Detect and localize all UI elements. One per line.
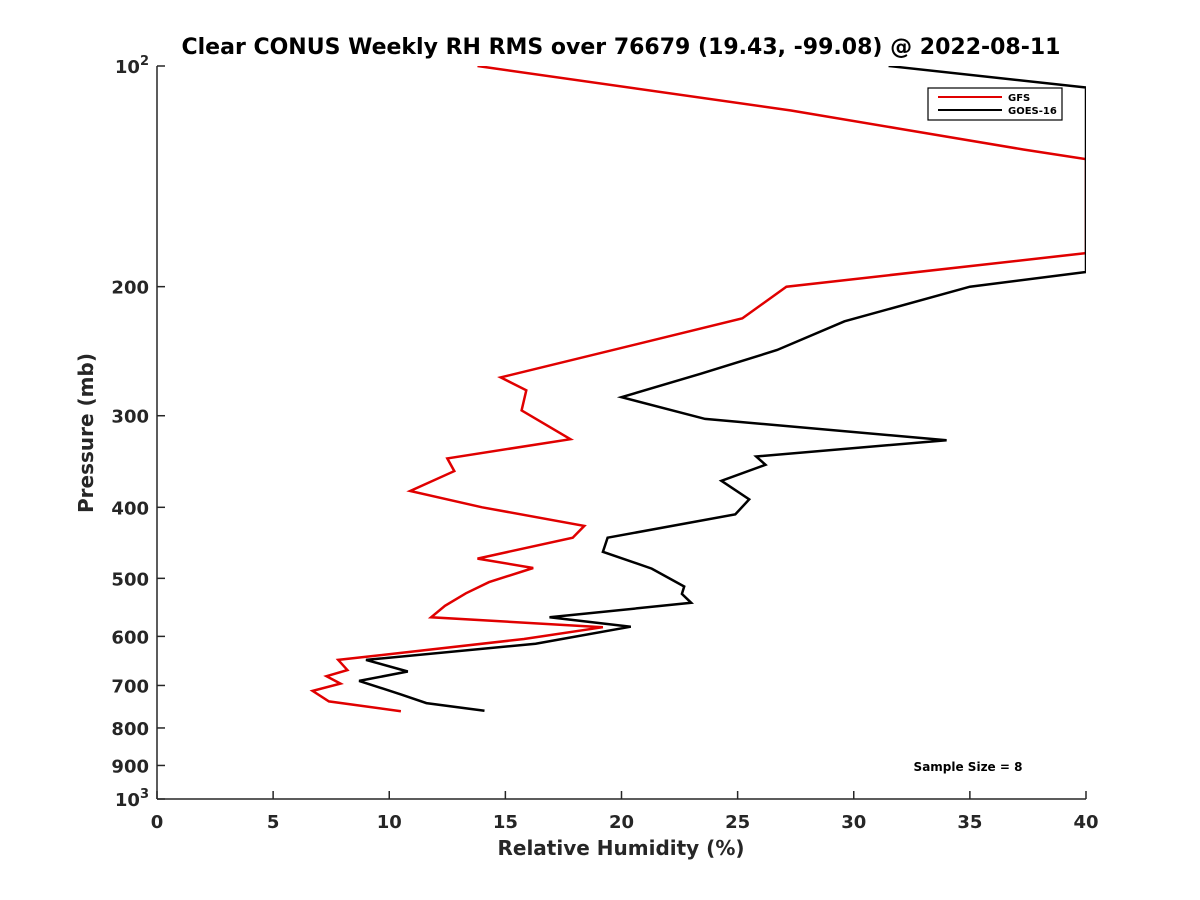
y-axis-label: Pressure (mb) [74,353,98,513]
y-tick-label: 900 [111,756,149,777]
y-tick-label: 102 [115,54,149,78]
y-tick-label: 300 [111,407,149,428]
x-tick-label: 0 [151,812,164,833]
y-tick-label: 500 [111,569,149,590]
x-tick-label: 35 [957,812,982,833]
y-tick-label: 700 [111,676,149,697]
y-tick-label: 800 [111,719,149,740]
y-tick-label: 400 [111,498,149,519]
x-tick-label: 25 [725,812,750,833]
chart-title: Clear CONUS Weekly RH RMS over 76679 (19… [182,35,1061,60]
legend-box [927,87,1063,121]
legend: GFS GOES-16 [927,87,1063,121]
y-axis-ticks: 102 200 300 400 500 600 700 800 900 103 [111,54,165,811]
x-axis-ticks: 0 5 10 15 20 25 30 35 40 [151,791,1099,833]
x-tick-label: 40 [1073,812,1098,833]
x-tick-label: 30 [841,812,866,833]
series-layer [309,66,1086,713]
y-tick-label: 600 [111,627,149,648]
legend-label-goes16: GOES-16 [1008,106,1057,117]
series-line-goes16 [358,66,1086,713]
x-tick-label: 20 [609,812,634,833]
y-tick-label: 200 [111,278,149,299]
plot-area [157,66,1086,799]
y-tick-label: 103 [115,787,149,811]
series-line-gfs [309,66,1086,713]
x-axis-label: Relative Humidity (%) [497,836,744,860]
x-tick-label: 15 [493,812,518,833]
sample-size-annotation: Sample Size = 8 [914,760,1023,774]
x-tick-label: 5 [267,812,280,833]
x-tick-label: 10 [377,812,402,833]
legend-label-gfs: GFS [1008,93,1030,104]
